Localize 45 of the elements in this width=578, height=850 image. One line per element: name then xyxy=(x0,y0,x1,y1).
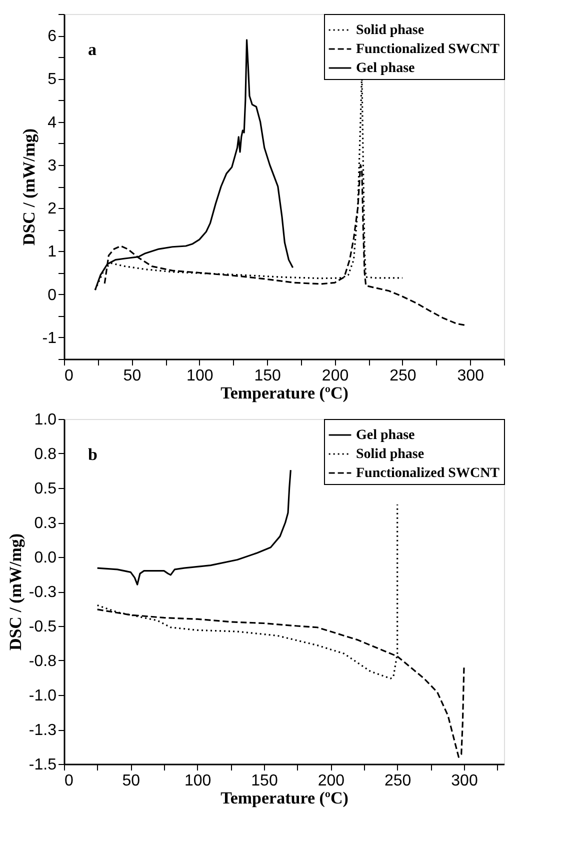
x-tick-label: 200 xyxy=(322,368,349,384)
y-tick-label: 0.5 xyxy=(34,480,57,498)
y-tick-label: -0.3 xyxy=(28,584,57,601)
y-tick-label: 2 xyxy=(48,200,57,218)
x-tick-label: 250 xyxy=(390,368,416,384)
annotation: b xyxy=(88,445,98,464)
x-tick-label: 150 xyxy=(251,772,278,790)
x-axis-title: Temperature (ºC) xyxy=(220,788,348,808)
y-tick-label: 1 xyxy=(48,244,57,261)
y-tick-label: -0.8 xyxy=(28,653,57,670)
legend-label: Solid phase xyxy=(356,447,424,462)
y-axis-title: DSC / (mW/mg) xyxy=(6,533,25,651)
x-tick-label: 100 xyxy=(186,368,214,384)
legend-label: Gel phase xyxy=(356,428,415,443)
y-tick-label: -1.5 xyxy=(28,756,57,774)
y-tick-label: 0.8 xyxy=(34,446,57,463)
y-tick-label: 1.0 xyxy=(34,412,57,428)
y-tick-label: 4 xyxy=(48,114,57,132)
legend-label: Solid phase xyxy=(356,23,424,38)
legend-label: Gel phase xyxy=(356,61,415,76)
x-tick-label: 300 xyxy=(451,772,478,790)
x-tick-label: 250 xyxy=(384,772,412,790)
x-tick-label: 300 xyxy=(457,368,484,384)
x-axis-title: Temperature (ºC) xyxy=(220,384,348,402)
y-tick-label: 3 xyxy=(48,157,57,174)
x-tick-label: 50 xyxy=(122,772,140,790)
x-tick-label: 50 xyxy=(123,368,142,384)
y-tick-label: 0 xyxy=(48,286,57,304)
legend-label: Functionalized SWCNT xyxy=(356,466,500,481)
x-tick-label: 200 xyxy=(318,772,345,790)
y-tick-label: 0.3 xyxy=(34,515,57,532)
y-tick-label: 6 xyxy=(48,28,57,46)
x-tick-label: 0 xyxy=(64,772,74,790)
y-tick-label: -1.3 xyxy=(28,722,57,739)
y-axis-title: DSC / (mW/mg) xyxy=(19,128,38,246)
x-tick-label: 0 xyxy=(64,368,74,384)
y-tick-label: 5 xyxy=(48,71,57,88)
y-tick-label: -0.5 xyxy=(28,618,57,636)
y-tick-label: -1 xyxy=(42,330,57,347)
annotation: a xyxy=(88,40,97,59)
x-tick-label: 100 xyxy=(184,772,212,790)
legend-label: Functionalized SWCNT xyxy=(356,42,500,57)
y-tick-label: -1.0 xyxy=(28,688,57,704)
x-tick-label: 150 xyxy=(254,368,282,384)
y-tick-label: 0.0 xyxy=(34,550,57,566)
